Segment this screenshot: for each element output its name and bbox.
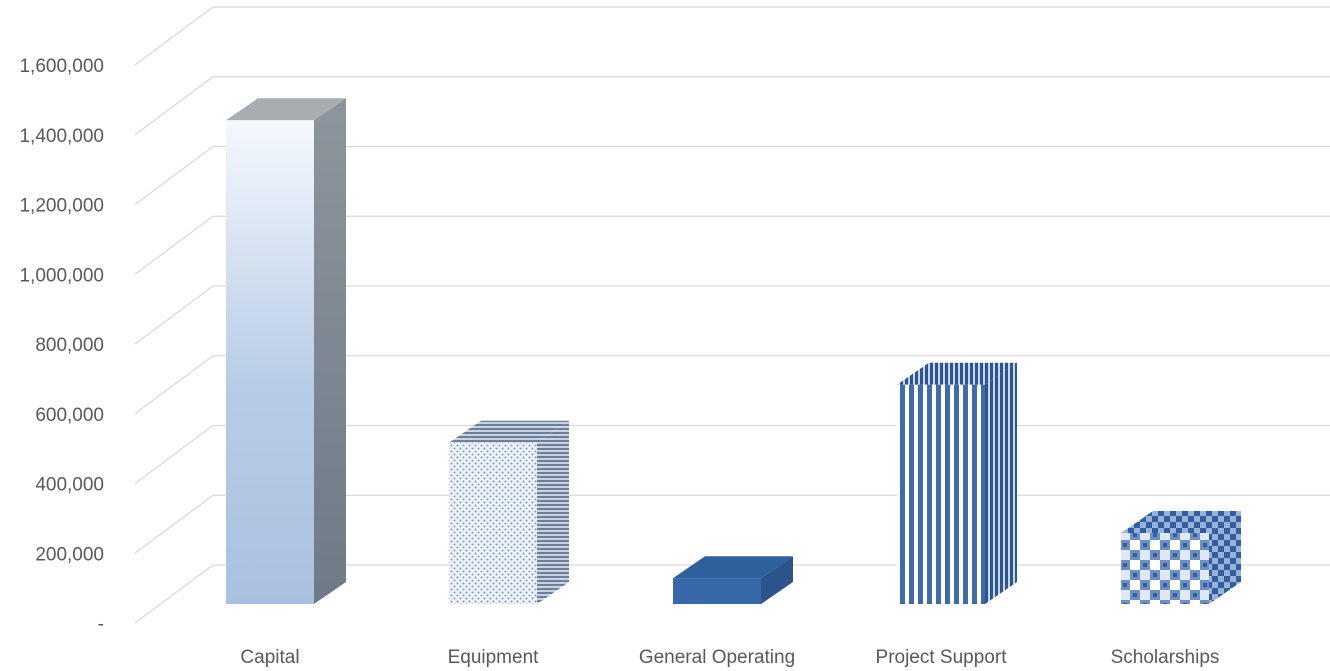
x-tick-label: Equipment xyxy=(448,647,540,668)
x-tick-label: General Operating xyxy=(639,647,795,668)
bar-side xyxy=(1209,511,1241,604)
y-tick-label: 400,000 xyxy=(35,475,104,496)
x-axis-ticks: Capital Equipment General Operating Project… xyxy=(240,647,1219,668)
bar-top xyxy=(226,98,346,121)
bar-front xyxy=(673,578,761,604)
bar-front xyxy=(897,384,985,604)
gridline xyxy=(134,145,1330,206)
bar-side xyxy=(537,420,569,604)
bar xyxy=(226,98,346,604)
x-tick-label: Project Support xyxy=(876,647,1008,668)
y-tick-label: 1,400,000 xyxy=(19,126,104,147)
bar-front xyxy=(449,442,537,604)
bars xyxy=(226,98,1241,604)
gridline xyxy=(134,285,1330,345)
x-tick-label: Capital xyxy=(240,647,299,668)
gridlines xyxy=(134,6,1330,624)
gridline xyxy=(134,215,1330,275)
bar-top xyxy=(449,420,569,443)
gridline xyxy=(134,355,1330,415)
bar-side xyxy=(761,556,793,604)
bar-front xyxy=(226,120,314,604)
y-tick-label: 800,000 xyxy=(35,335,104,356)
bar-front xyxy=(1121,533,1209,604)
bar xyxy=(673,556,793,604)
y-tick-label: 200,000 xyxy=(35,544,104,565)
bar-top xyxy=(673,556,793,579)
bar xyxy=(449,420,569,604)
bar xyxy=(897,362,1017,604)
x-tick-label: Scholarships xyxy=(1111,647,1220,668)
gridline xyxy=(134,6,1330,66)
y-tick-label: 1,000,000 xyxy=(19,265,104,286)
y-tick-label: 600,000 xyxy=(35,405,104,426)
y-axis-ticks: - 200,000 400,000 600,000 800,000 1,000,000 1,… xyxy=(19,56,104,635)
bar-side xyxy=(985,362,1017,604)
y-tick-label: 1,200,000 xyxy=(19,196,104,217)
bar-top xyxy=(1121,511,1241,534)
bar-top xyxy=(897,362,1017,385)
gridline xyxy=(134,76,1330,136)
y-tick-label: - xyxy=(98,614,104,635)
bar xyxy=(1121,511,1241,604)
bar-side xyxy=(314,98,346,604)
y-tick-label: 1,600,000 xyxy=(19,56,104,77)
